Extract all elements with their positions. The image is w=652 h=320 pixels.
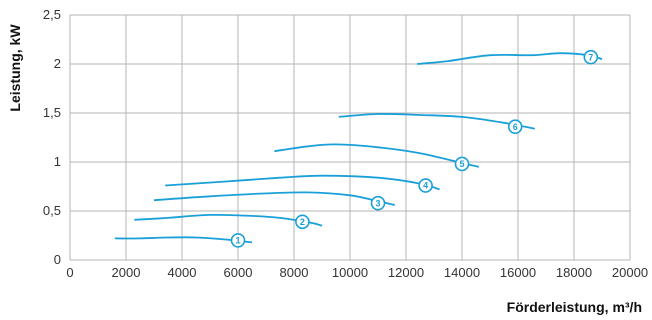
y-tick-label: 1,5	[43, 105, 61, 120]
curve-badge-5	[454, 156, 470, 172]
y-axis-label: Leistung, kW	[7, 24, 23, 112]
curve-badge-3	[370, 195, 386, 211]
x-tick-label: 2000	[112, 265, 141, 280]
x-tick-label: 16000	[500, 265, 536, 280]
power-curves	[114, 52, 603, 244]
curve-badge-1	[230, 233, 246, 248]
curve-6	[338, 113, 535, 130]
curve-5	[274, 143, 480, 168]
curve-4	[165, 174, 440, 191]
x-tick-label: 4000	[168, 265, 197, 280]
x-tick-label: 12000	[388, 265, 424, 280]
x-tick-label: 20000	[612, 265, 648, 280]
curve-badge-label: 6	[513, 122, 518, 132]
x-axis-label: Förderleistung, m³/h	[507, 299, 642, 315]
curve-badges: 1 2 3 4 5 6 7	[230, 49, 599, 248]
curve-badge-label: 2	[300, 217, 305, 227]
grid-lines	[69, 14, 631, 261]
curve-badge-label: 7	[588, 52, 593, 62]
y-tick-label: 1	[54, 154, 61, 169]
curve-badge-7	[583, 49, 599, 65]
curve-badge-label: 1	[235, 236, 240, 246]
x-tick-label: 0	[66, 265, 73, 280]
curve-badge-6	[507, 119, 523, 135]
x-tick-label: 8000	[280, 265, 309, 280]
curve-badge-label: 3	[375, 198, 380, 208]
y-tick-label: 0,5	[43, 203, 61, 218]
y-tick-label: 2,5	[43, 7, 61, 22]
curve-3	[153, 191, 395, 206]
curve-badge-2	[295, 214, 310, 230]
curve-badge-label: 4	[423, 181, 428, 191]
y-tick-label: 2	[54, 56, 61, 71]
curve-badge-4	[418, 178, 433, 193]
x-tick-label: 10000	[332, 265, 368, 280]
x-tick-label: 18000	[556, 265, 592, 280]
curve-1	[114, 236, 253, 244]
curve-2	[134, 213, 323, 227]
tick-labels: 0 2000 4000 6000 8000 10000 12000 14000 16000 180…	[43, 7, 648, 280]
curve-badge-label: 5	[459, 159, 464, 169]
y-tick-label: 0	[54, 252, 61, 267]
x-tick-label: 14000	[444, 265, 480, 280]
x-tick-label: 6000	[224, 265, 253, 280]
